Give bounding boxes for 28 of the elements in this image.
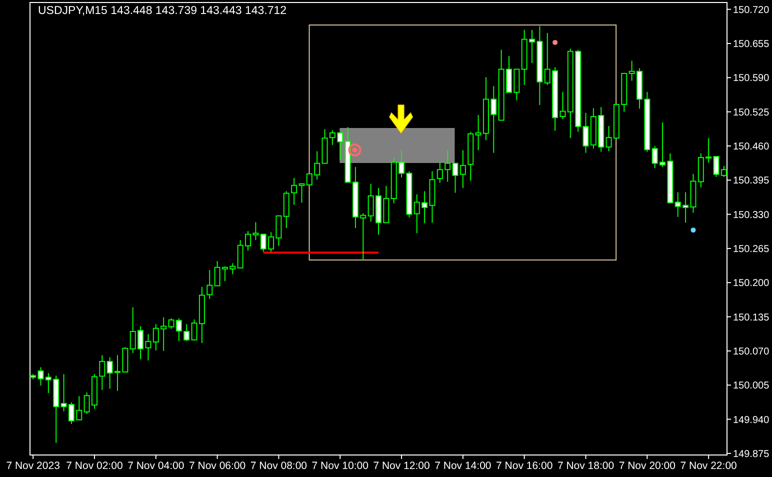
y-tick-label: 150.200 [733, 278, 770, 290]
y-tick-label: 150.460 [733, 141, 770, 152]
y-tick-label: 150.265 [733, 244, 770, 255]
x-tick-label: 7 Nov 22:00 [680, 460, 738, 472]
y-tick-label: 150.135 [733, 312, 770, 324]
candlestick [283, 190, 290, 228]
x-tick-label: 7 Nov 20:00 [618, 460, 676, 472]
y-tick-label: 150.720 [733, 4, 770, 16]
y-tick-label: 150.590 [733, 73, 770, 84]
y-tick-label: 150.070 [733, 346, 770, 358]
x-tick-label: 7 Nov 14:00 [434, 460, 492, 472]
y-tick-label: 150.525 [733, 107, 770, 118]
y-tick-label: 150.655 [733, 38, 770, 50]
x-tick-label: 7 Nov 08:00 [250, 460, 308, 472]
y-tick-label: 150.330 [733, 210, 770, 221]
y-tick-label: 150.005 [733, 380, 770, 392]
y-tick-label: 150.395 [733, 176, 770, 187]
x-tick-label: 7 Nov 10:00 [312, 460, 369, 472]
y-tick-label: 149.940 [733, 414, 770, 426]
x-tick-label: 7 Nov 04:00 [128, 460, 184, 472]
x-tick-label: 7 Nov 2023 [6, 460, 60, 472]
y-tick-label: 149.875 [733, 448, 770, 460]
x-tick-label: 7 Nov 02:00 [66, 460, 123, 472]
x-tick-label: 7 Nov 12:00 [373, 460, 430, 472]
x-tick-label: 7 Nov 16:00 [496, 460, 553, 472]
chart-title: USDJPY,M15 143.448 143.739 143.443 143.712 [38, 5, 287, 17]
x-tick-label: 7 Nov 18:00 [557, 460, 614, 472]
x-tick-label: 7 Nov 06:00 [188, 460, 246, 472]
